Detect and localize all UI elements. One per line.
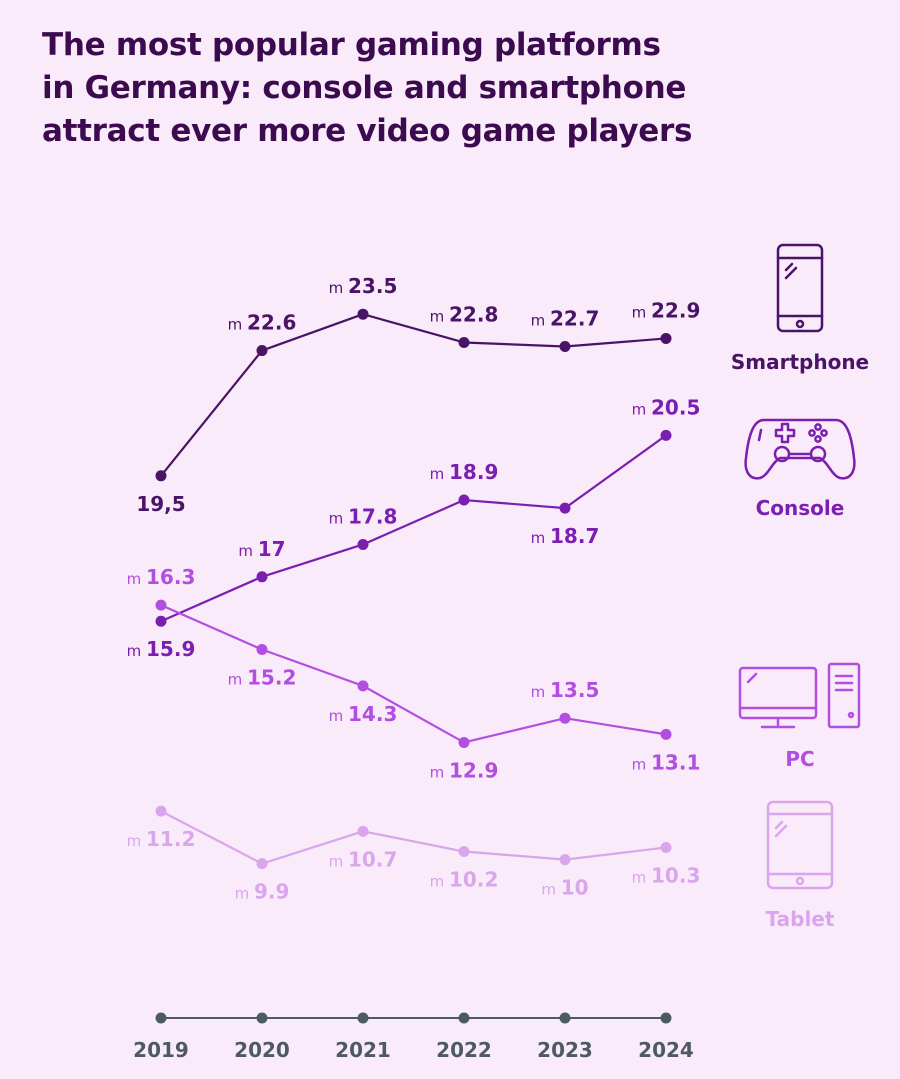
x-tick-marker <box>357 1012 369 1024</box>
data-label-tablet: m 11.2 <box>127 827 196 851</box>
data-point-pc <box>357 680 369 692</box>
data-point-tablet <box>660 841 672 853</box>
chart-title: The most popular gaming platforms in Ger… <box>42 24 762 153</box>
data-label-tablet: m 10.2 <box>430 868 499 892</box>
data-label-console: m 18.7 <box>531 524 600 548</box>
data-point-pc <box>256 644 268 656</box>
x-tick-marker <box>660 1012 672 1024</box>
x-tick-label: 2021 <box>335 1038 391 1062</box>
data-label-console: m 20.5 <box>632 395 701 419</box>
data-label-pc: m 14.3 <box>329 702 398 726</box>
x-tick-label: 2020 <box>234 1038 290 1062</box>
data-point-console <box>357 538 369 550</box>
x-axis: 2019 2020 2021 2022 2023 2024 <box>133 1012 694 1062</box>
legend-tablet: Tablet <box>766 800 835 931</box>
data-point-smartphone <box>357 308 369 320</box>
tablet-icon <box>766 800 834 890</box>
data-label-pc: m 13.1 <box>632 750 701 774</box>
data-label-tablet: m 10.3 <box>632 863 701 887</box>
data-point-pc <box>660 728 672 740</box>
data-point-smartphone <box>660 332 672 344</box>
x-tick-label: 2019 <box>133 1038 189 1062</box>
x-tick-marker <box>155 1012 167 1024</box>
data-label-console: m 17.8 <box>329 504 398 528</box>
series-line-smartphone <box>160 313 667 477</box>
data-point-tablet <box>357 825 369 837</box>
legend-smartphone-label: Smartphone <box>731 350 869 374</box>
legend-tablet-label: Tablet <box>766 907 835 931</box>
data-point-console <box>660 429 672 441</box>
data-point-console <box>155 615 167 627</box>
series-line-tablet <box>160 810 667 865</box>
data-label-smartphone: m 22.6 <box>228 311 297 335</box>
series-line-pc <box>160 604 667 744</box>
data-label-smartphone: 19,5 <box>136 492 185 516</box>
series-pc: m 16.3 m 15.2 m 14.3 m 12.9 m 13.5 m 13.1 <box>127 565 701 782</box>
data-point-smartphone <box>256 345 268 357</box>
data-point-pc <box>155 599 167 611</box>
data-point-smartphone <box>458 336 470 348</box>
data-label-tablet: m 9.9 <box>235 880 290 904</box>
data-label-tablet: m 10.7 <box>329 847 398 871</box>
data-label-tablet: m 10 <box>541 876 588 900</box>
title-line-1: The most popular gaming platforms <box>42 27 661 63</box>
series-smartphone: 19,5 m 22.6 m 23.5 m 22.8 m 22.7 m 22.9 <box>136 274 700 516</box>
x-tick-marker <box>458 1012 470 1024</box>
smartphone-icon <box>776 243 824 333</box>
x-tick-label: 2023 <box>537 1038 593 1062</box>
data-label-console: m 17 <box>238 537 285 561</box>
data-label-pc: m 16.3 <box>127 565 196 589</box>
data-label-console: m 15.9 <box>127 637 196 661</box>
series-tablet: m 11.2 m 9.9 m 10.7 m 10.2 m 10 m 10.3 <box>127 805 701 904</box>
data-label-pc: m 12.9 <box>430 758 499 782</box>
title-line-2: in Germany: console and smartphone <box>42 70 687 106</box>
data-label-pc: m 15.2 <box>228 666 297 690</box>
x-tick-marker <box>559 1012 571 1024</box>
series-console: m 15.9 m 17 m 17.8 m 18.9 m 18.7 m 20.5 <box>127 395 701 661</box>
data-point-pc <box>559 712 571 724</box>
data-point-console <box>256 571 268 583</box>
data-point-smartphone <box>155 470 167 482</box>
data-point-tablet <box>155 805 167 817</box>
series-layer: 19,5 m 22.6 m 23.5 m 22.8 m 22.7 m 22.9 m 15.9… <box>127 274 701 903</box>
legend-console-label: Console <box>756 496 845 520</box>
legend-console: Console <box>744 418 856 520</box>
data-point-console <box>458 494 470 506</box>
legend-pc: PC <box>738 662 861 771</box>
data-label-smartphone: m 22.8 <box>430 302 499 326</box>
data-point-tablet <box>458 846 470 858</box>
data-point-tablet <box>559 854 571 866</box>
legend-smartphone: Smartphone <box>731 243 869 374</box>
legend-pc-label: PC <box>785 747 814 771</box>
data-point-pc <box>458 736 470 748</box>
data-label-console: m 18.9 <box>430 460 499 484</box>
data-label-smartphone: m 22.9 <box>632 298 701 322</box>
data-label-smartphone: m 23.5 <box>329 274 398 298</box>
title-line-3: attract ever more video game players <box>42 113 693 149</box>
x-tick-marker <box>256 1012 268 1024</box>
series-line-console <box>160 434 667 623</box>
gamepad-icon <box>744 418 856 480</box>
data-label-smartphone: m 22.7 <box>531 307 600 331</box>
data-point-smartphone <box>559 341 571 353</box>
x-tick-label: 2024 <box>638 1038 694 1062</box>
data-label-pc: m 13.5 <box>531 678 600 702</box>
desktop-computer-icon <box>738 662 861 729</box>
x-tick-label: 2022 <box>436 1038 492 1062</box>
data-point-console <box>559 502 571 514</box>
data-point-tablet <box>256 858 268 870</box>
